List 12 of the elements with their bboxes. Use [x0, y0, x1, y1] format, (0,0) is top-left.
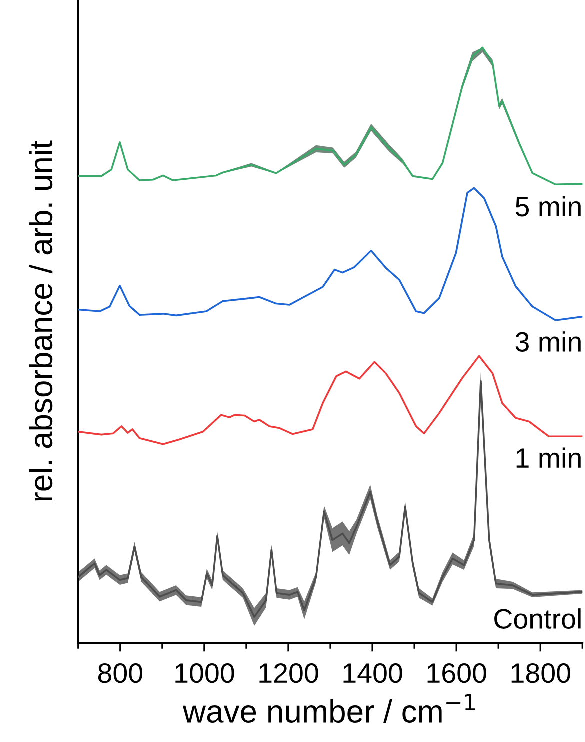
x-axis-title: wave number / cm$^{−1}$	[182, 694, 476, 724]
x-tick-label: 800	[98, 663, 142, 684]
series-label: 1 min	[516, 448, 581, 468]
x-tick-label: 1600	[428, 663, 486, 684]
x-tick-label: 1400	[344, 663, 402, 684]
series-label: 5 min	[516, 196, 581, 217]
y-axis-title: rel. absorbance / arb. unit	[29, 140, 53, 501]
series-label: Control	[494, 608, 581, 629]
x-tick-label: 1200	[260, 663, 318, 684]
series-label: 3 min	[516, 332, 581, 352]
x-tick-label: 1800	[512, 663, 570, 684]
x-tick-label: 1000	[176, 663, 234, 684]
